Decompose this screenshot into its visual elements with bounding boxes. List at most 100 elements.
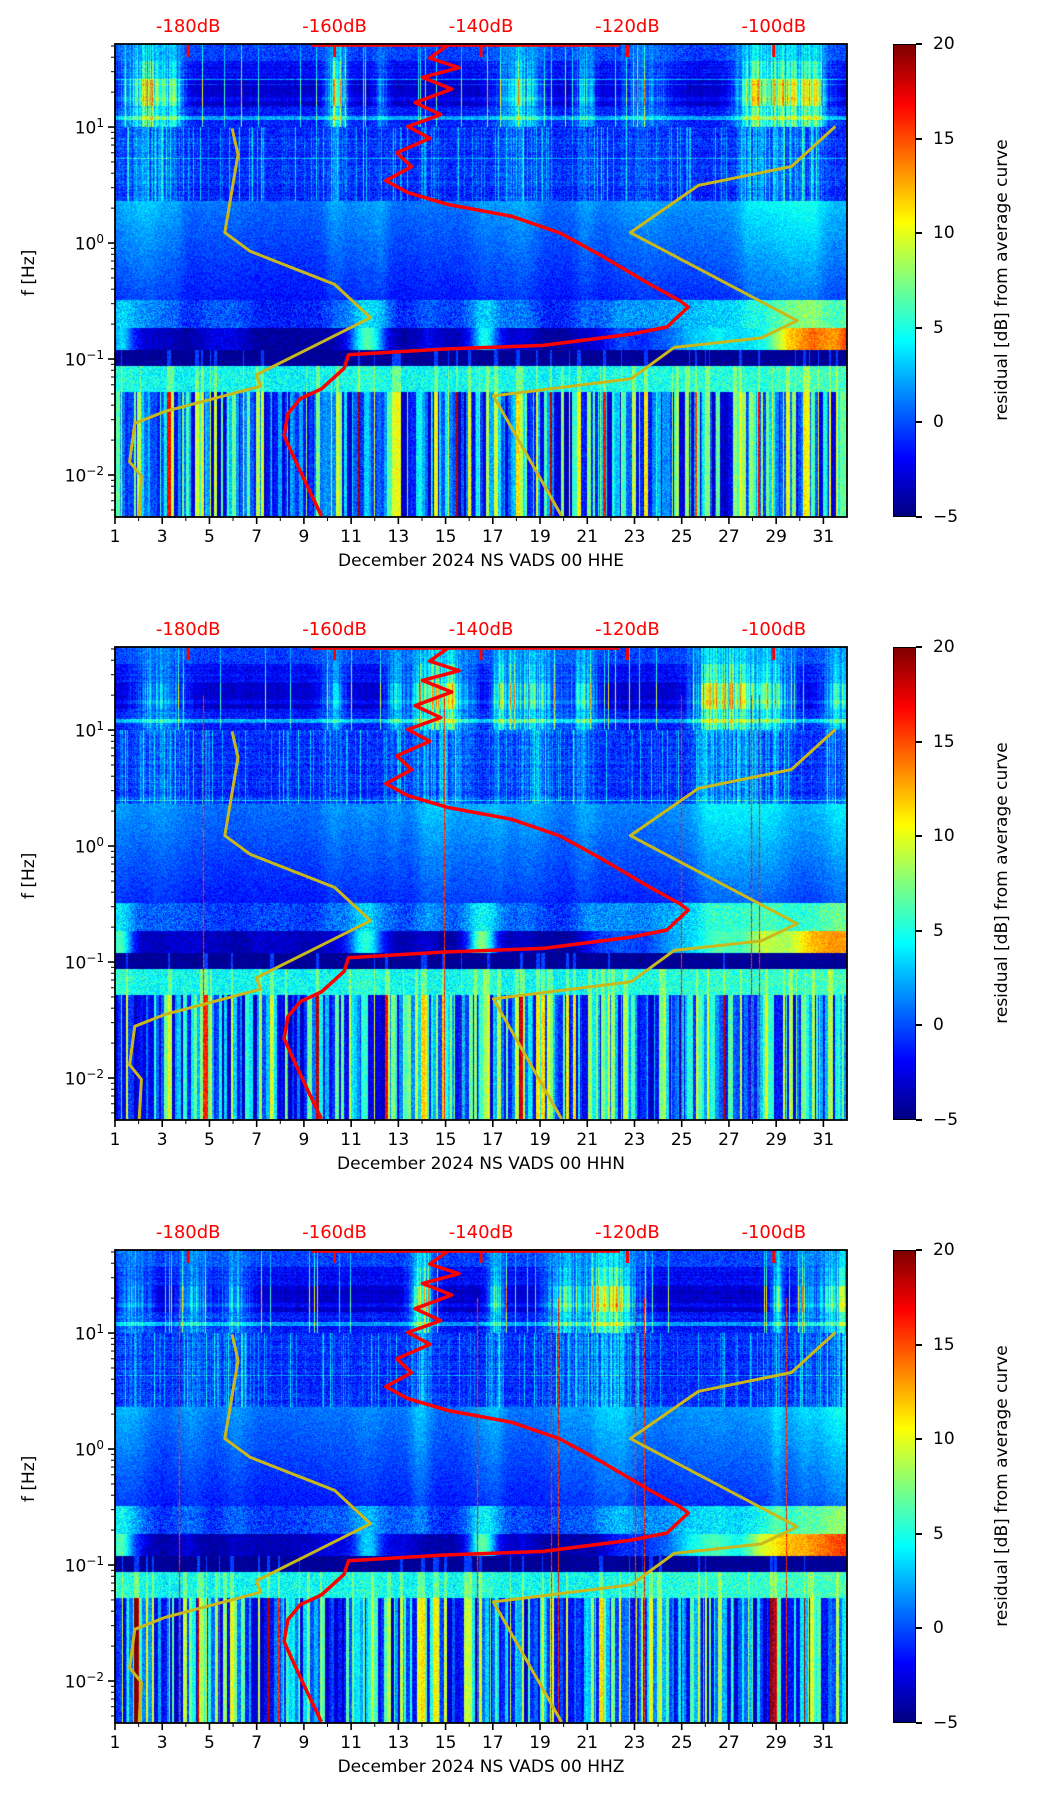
- x-axis-tick-label: 15: [434, 1130, 457, 1150]
- x-axis-tick-label: 1: [109, 1733, 121, 1753]
- top-axis-tick-label: -100dB: [741, 16, 807, 37]
- colorbar-tick-label: −5: [933, 1110, 959, 1130]
- colorbar-label: residual [dB] from average curve: [992, 1344, 1012, 1627]
- x-axis-tick-label: 11: [340, 527, 362, 547]
- x-axis-tick-label: 15: [434, 527, 457, 547]
- colorbar-tick-label: 5: [933, 317, 944, 338]
- x-axis-tick-label: 25: [670, 527, 693, 547]
- x-axis-tick-label: 29: [765, 1130, 787, 1150]
- x-axis-tick-label: 3: [156, 1130, 168, 1150]
- x-axis-tick-label: 9: [298, 1733, 310, 1753]
- colorbar-tick: [916, 1722, 922, 1724]
- x-axis-tick-label: 21: [576, 527, 599, 547]
- colorbar-label: residual [dB] from average curve: [992, 741, 1012, 1024]
- high-noise-model-curve: [491, 1331, 837, 1723]
- x-axis-tick-label: 27: [718, 1733, 740, 1753]
- colorbar-image: [893, 1250, 916, 1723]
- top-axis-tick-label: -180dB: [155, 1222, 221, 1243]
- plot-border: [114, 1249, 848, 1724]
- colorbar-tick: [916, 1438, 922, 1441]
- x-axis-tick-label: 31: [812, 1733, 835, 1753]
- colorbar-tick: [916, 929, 922, 932]
- colorbar-tick-label: 20: [933, 637, 955, 657]
- x-axis-tick-label: 21: [576, 1130, 599, 1150]
- x-axis-tick-label: 23: [623, 527, 646, 547]
- spectrogram-image: [115, 44, 847, 517]
- x-axis-tick-label: 29: [765, 1733, 787, 1753]
- spectrogram-image: [115, 647, 847, 1120]
- colorbar-tick: [916, 421, 922, 424]
- y-axis-tick-label: 10−1: [64, 348, 104, 371]
- colorbar-tick: [916, 646, 922, 648]
- x-axis-tick-label: 17: [481, 1130, 504, 1150]
- y-axis-tick-label: 10−1: [64, 1554, 104, 1577]
- y-axis-tick-label: 10−2: [64, 1067, 104, 1090]
- x-axis-tick-label: 31: [812, 527, 835, 547]
- axes-overlay: [108, 1249, 848, 1730]
- colorbar: [893, 647, 916, 1120]
- low-noise-model-curve: [128, 731, 372, 1119]
- top-axis-tick-label: -120dB: [595, 16, 660, 37]
- x-axis-title: December 2024 NS VADS 00 HHE: [338, 551, 624, 571]
- x-axis-tick-label: 1: [109, 527, 121, 547]
- colorbar-tick-label: 0: [933, 1618, 944, 1639]
- colorbar-tick-label: 5: [933, 920, 944, 941]
- colorbar-image: [893, 647, 916, 1120]
- x-axis-tick-label: 17: [481, 1733, 504, 1753]
- colorbar-tick-label: 15: [933, 1334, 955, 1355]
- y-axis-tick-label: 100: [74, 232, 104, 255]
- x-axis-tick-label: 17: [481, 527, 504, 547]
- y-axis-label: f [Hz]: [19, 249, 39, 296]
- y-axis-label: f [Hz]: [19, 1455, 39, 1502]
- top-axis-tick-label: -180dB: [155, 619, 221, 640]
- top-axis-tick-label: -160dB: [302, 1222, 367, 1243]
- colorbar-tick: [916, 232, 922, 235]
- colorbar-image: [893, 44, 916, 517]
- colorbar-tick: [916, 1627, 922, 1630]
- colorbar-tick: [916, 1343, 922, 1346]
- high-noise-model-curve: [491, 125, 837, 517]
- y-axis-tick-label: 101: [74, 1322, 104, 1345]
- low-noise-model-curve: [128, 128, 372, 516]
- colorbar-tick-label: 10: [933, 826, 955, 847]
- colorbar-tick: [916, 1024, 922, 1027]
- average-psd-curve: [282, 1249, 690, 1723]
- y-axis-tick-label: 10−1: [64, 951, 104, 974]
- top-axis-tick-label: -120dB: [595, 1222, 660, 1243]
- spectrogram-panel-hhe: f [Hz] December 2024 NS VADS 00 HHE -180…: [0, 0, 1052, 603]
- colorbar-tick-label: 0: [933, 412, 944, 433]
- plot-area: [108, 646, 848, 1127]
- x-axis-tick-label: 9: [298, 527, 310, 547]
- x-axis-tick-label: 9: [298, 1130, 310, 1150]
- x-axis-tick-label: 13: [387, 1130, 410, 1150]
- y-axis-tick-label: 101: [74, 719, 104, 742]
- top-axis-tick-label: -160dB: [302, 619, 367, 640]
- x-axis-tick-label: 23: [623, 1733, 646, 1753]
- high-noise-model-curve: [491, 728, 837, 1120]
- colorbar-tick-label: 5: [933, 1523, 944, 1544]
- x-axis-tick-label: 7: [251, 1130, 263, 1150]
- colorbar: [893, 44, 916, 517]
- top-axis-tick-label: -160dB: [302, 16, 367, 37]
- x-axis-tick-label: 27: [718, 527, 740, 547]
- y-axis-tick-label: 100: [74, 835, 104, 858]
- colorbar: [893, 1250, 916, 1723]
- plot-border: [114, 43, 848, 518]
- colorbar-tick: [916, 137, 922, 140]
- plot-area: [108, 43, 848, 524]
- colorbar-tick-label: 10: [933, 1429, 955, 1450]
- colorbar-tick: [916, 740, 922, 743]
- x-axis-tick-label: 19: [529, 1733, 551, 1753]
- y-axis-tick-label: 101: [74, 116, 104, 139]
- top-axis-tick-label: -120dB: [595, 619, 660, 640]
- x-axis-tick-label: 29: [765, 527, 787, 547]
- axes-overlay: [108, 43, 848, 524]
- average-psd-curve: [282, 43, 690, 517]
- x-axis-tick-label: 15: [434, 1733, 457, 1753]
- x-axis-tick-label: 3: [156, 1733, 168, 1753]
- colorbar-tick-label: −5: [933, 507, 959, 527]
- y-axis-tick-label: 100: [74, 1438, 104, 1461]
- x-axis-tick-label: 7: [251, 1733, 263, 1753]
- plot-border: [114, 646, 848, 1121]
